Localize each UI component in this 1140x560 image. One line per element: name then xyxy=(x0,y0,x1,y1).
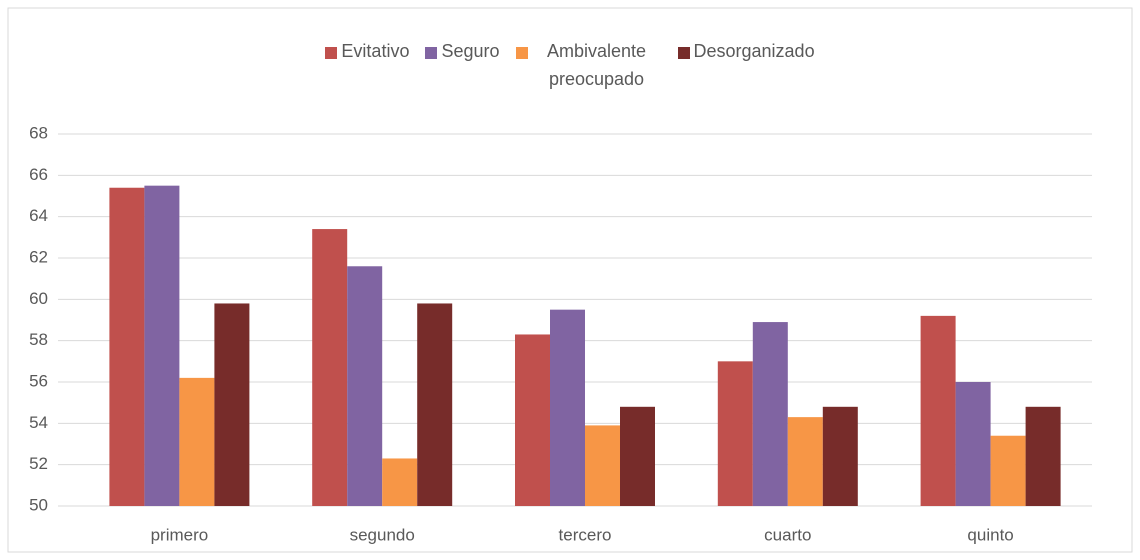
legend: Evitativo Seguro Ambivalente preocupado Des… xyxy=(0,41,1140,93)
chart-border xyxy=(7,7,1133,553)
x-tick-label: quinto xyxy=(967,525,1013,544)
x-tick-label: primero xyxy=(151,525,209,544)
legend-swatch xyxy=(325,47,338,59)
legend-swatch xyxy=(425,47,438,59)
bar xyxy=(417,303,453,506)
y-tick-label: 54 xyxy=(29,413,48,432)
bar xyxy=(955,382,991,506)
bar xyxy=(717,361,753,506)
bar xyxy=(752,322,788,506)
bar xyxy=(585,425,620,506)
bar xyxy=(787,417,823,506)
y-tick-label: 68 xyxy=(29,123,48,142)
legend-label: Desorganizado xyxy=(693,41,815,61)
y-tick-label: 52 xyxy=(29,454,48,473)
legend-item: Seguro xyxy=(425,41,500,65)
y-tick-label: 64 xyxy=(29,206,48,225)
bar xyxy=(1025,406,1061,506)
bar xyxy=(179,377,215,506)
y-tick-label: 58 xyxy=(29,330,48,349)
y-tick-label: 56 xyxy=(29,371,48,390)
y-tick-label: 60 xyxy=(29,289,48,308)
bar xyxy=(620,406,655,506)
bar xyxy=(144,185,180,506)
bar xyxy=(214,303,250,506)
bar xyxy=(920,315,956,506)
legend-label: Evitativo xyxy=(341,41,410,61)
legend-item: Desorganizado xyxy=(677,41,815,65)
bar xyxy=(515,334,550,506)
y-tick-label: 50 xyxy=(29,495,48,514)
x-tick-label: segundo xyxy=(350,525,415,544)
bar xyxy=(990,435,1026,506)
legend-item: Evitativo xyxy=(325,41,409,65)
bar xyxy=(550,309,585,506)
legend-label: Ambivalente preocupado xyxy=(546,41,647,89)
bar xyxy=(312,229,348,507)
bar xyxy=(382,458,418,506)
legend-swatch xyxy=(515,47,528,59)
y-tick-label: 62 xyxy=(29,247,48,266)
bar xyxy=(822,406,858,506)
x-tick-label: tercero xyxy=(559,525,612,544)
bar xyxy=(347,266,383,506)
legend-swatch xyxy=(677,47,690,59)
bar xyxy=(109,187,145,506)
legend-item: Ambivalente preocupado xyxy=(515,41,662,93)
legend-label: Seguro xyxy=(441,41,500,61)
x-tick-label: cuarto xyxy=(764,525,811,544)
y-tick-label: 66 xyxy=(29,165,48,184)
